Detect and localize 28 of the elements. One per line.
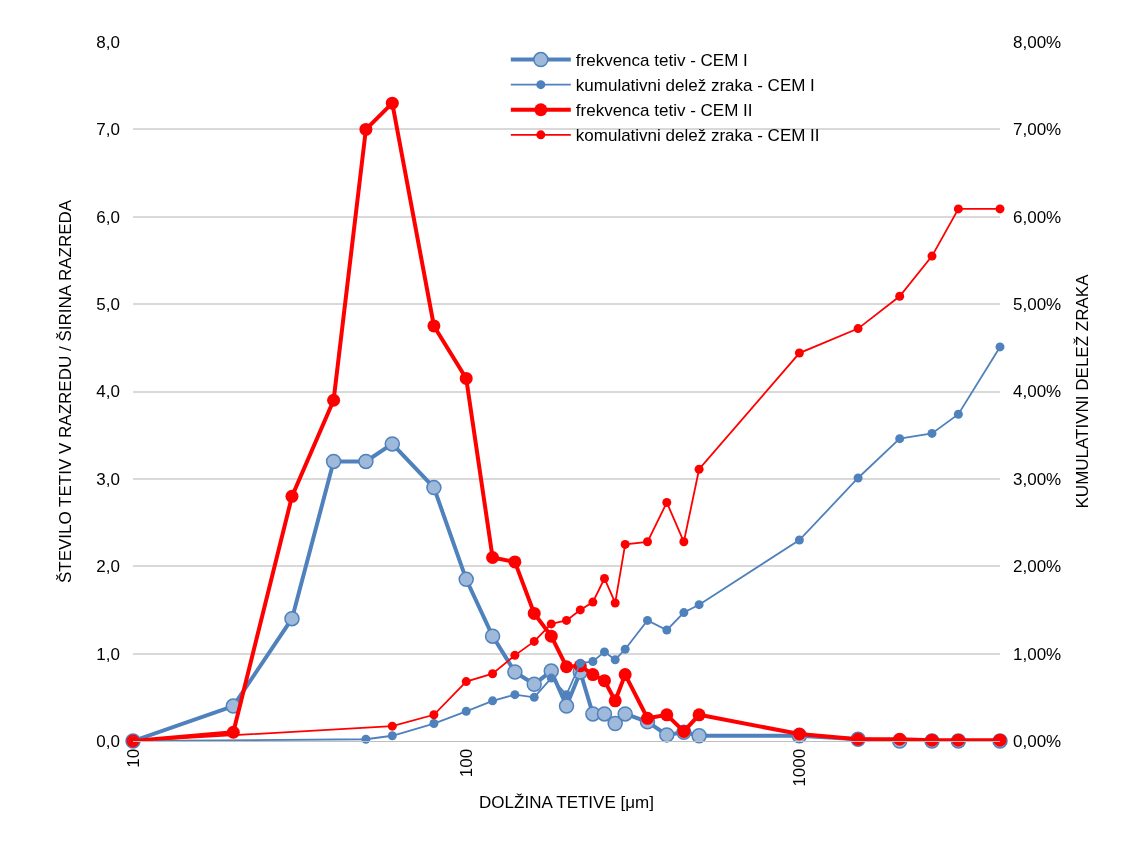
- legend-label: kumulativni delež zraka - CEM I: [575, 76, 815, 96]
- y-tick-label: 1,0: [96, 644, 120, 664]
- legend-label: komulativni delež zraka - CEM II: [575, 126, 820, 146]
- y-axis-title: ŠTEVILO TETIV V RAZREDU / ŠIRINA RAZREDA: [55, 199, 75, 584]
- y-tick-label: 6,0: [96, 207, 120, 227]
- y-tick-label: 5,0: [96, 295, 120, 315]
- legend-label: frekvenca tetiv - CEM II: [575, 101, 753, 121]
- y2-axis-title: KUMULATIVNI DELEŽ ZRAKA: [1072, 273, 1092, 509]
- y2-tick-label: 6,00%: [1013, 207, 1062, 227]
- y2-tick-label: 1,00%: [1013, 644, 1062, 664]
- y2-tick-label: 2,00%: [1013, 557, 1062, 577]
- y2-tick-label: 3,00%: [1013, 469, 1062, 489]
- y-tick-label: 8,0: [96, 32, 120, 52]
- y2-tick-label: 4,00%: [1013, 382, 1062, 402]
- y2-tick-label: 0,00%: [1013, 731, 1062, 751]
- y-tick-label: 2,0: [96, 557, 120, 577]
- y2-tick-label: 7,00%: [1013, 120, 1062, 140]
- x-axis-title: DOLŽINA TETIVE [μm]: [479, 793, 654, 813]
- y-tick-label: 4,0: [96, 382, 120, 402]
- y2-tick-label: 8,00%: [1013, 32, 1062, 52]
- x-tick-label: 100: [456, 748, 476, 778]
- y-tick-label: 7,0: [96, 120, 120, 140]
- x-tick-label: 10: [123, 748, 143, 768]
- x-tick-label: 1000: [789, 748, 809, 787]
- y-tick-label: 3,0: [96, 469, 120, 489]
- y2-tick-label: 5,00%: [1013, 295, 1062, 315]
- legend-label: frekvenca tetiv - CEM I: [575, 51, 748, 71]
- y-tick-label: 0,0: [96, 731, 120, 751]
